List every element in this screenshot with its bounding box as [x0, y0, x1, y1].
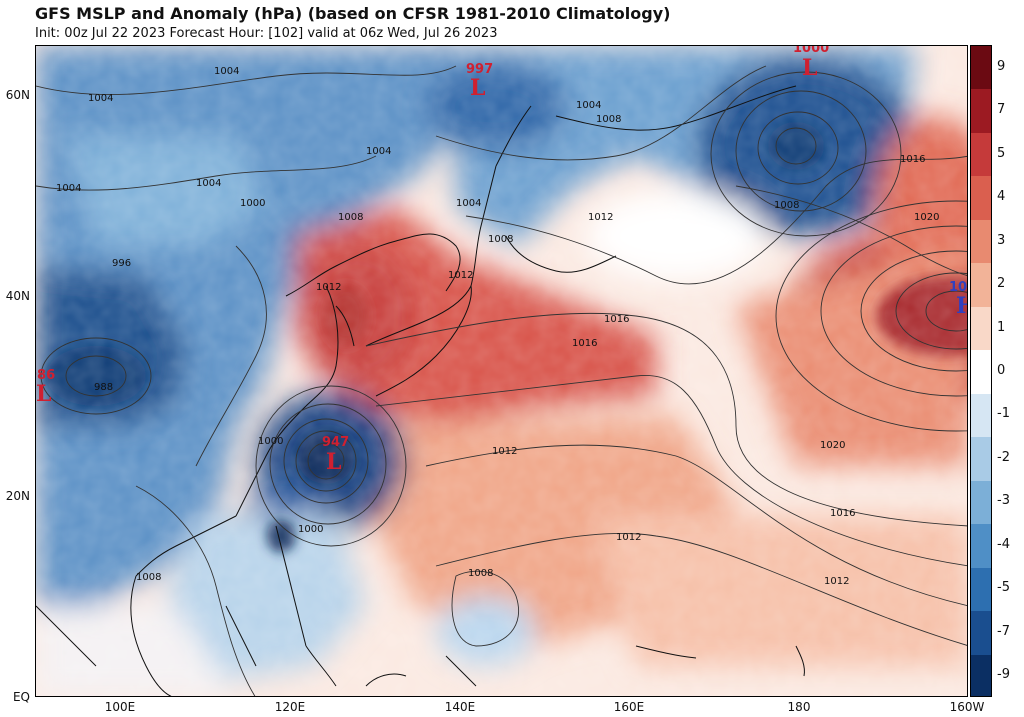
- isobar-label: 996: [112, 258, 131, 269]
- lon-label-180: 180: [787, 700, 811, 714]
- low-letter: L: [470, 75, 485, 101]
- lat-label-40n: 40N: [5, 289, 30, 303]
- isobar-label: 1008: [488, 234, 513, 245]
- colorbar-tick-label: 0: [997, 363, 1006, 378]
- isobar-labels: 1004 1004 1004 1004 1004 1004 1004 1008 …: [56, 66, 939, 587]
- low-value: 947: [322, 435, 349, 450]
- colorbar-tick-label: -9: [997, 667, 1010, 683]
- isobar-label: 1020: [914, 212, 939, 223]
- noise-texture: [36, 46, 967, 696]
- isobar-label: 1000: [298, 524, 323, 535]
- isobar-label: 1008: [774, 200, 799, 211]
- low-center-986: 986 L: [36, 368, 55, 407]
- isobar-label: 1004: [196, 178, 221, 189]
- high-letter: H: [956, 293, 968, 319]
- colorbar-segment: [971, 306, 991, 352]
- lat-label-eq: EQ: [12, 690, 30, 704]
- colorbar-tick-label: 3: [997, 232, 1006, 248]
- low-letter: L: [326, 449, 341, 475]
- low-value: 997: [466, 62, 493, 77]
- isobar-label: 1008: [596, 114, 621, 125]
- colorbar-segment: [971, 524, 991, 569]
- isobar-label: 1000: [240, 198, 265, 209]
- isobar-label: 1008: [136, 572, 161, 583]
- colorbar-tick-label: 2: [997, 276, 1006, 292]
- isobar-label: 1020: [820, 440, 845, 451]
- low-center-947: 947 L: [322, 435, 349, 475]
- isobar-label: 1012: [616, 532, 641, 543]
- colorbar-segment: [971, 393, 991, 439]
- colorbar-segment: [971, 437, 991, 482]
- colorbar-segment: [971, 219, 991, 265]
- lon-label-160w: 160W: [949, 700, 985, 714]
- isobar-label: 1004: [88, 93, 113, 104]
- isobar-label: 1012: [448, 270, 473, 281]
- isobar-label: 1012: [824, 576, 849, 587]
- low-center-997: 997 L: [466, 62, 493, 101]
- colorbar-tick-label: 1: [997, 319, 1006, 335]
- colorbar-tick-label: -7: [997, 623, 1010, 639]
- colorbar-tick-label: -5: [997, 580, 1010, 596]
- isobar-label: 1000: [258, 436, 283, 447]
- colorbar-segment: [971, 654, 991, 696]
- map-title: GFS MSLP and Anomaly (hPa) (based on CFS…: [35, 4, 671, 23]
- isobar-label: 1004: [456, 198, 481, 209]
- colorbar-segment: [971, 46, 991, 91]
- isobar-label: 1008: [468, 568, 493, 579]
- lon-label-120e: 120E: [274, 700, 306, 714]
- anomaly-map: 1004 1004 1004 1004 1004 1004 1004 1008 …: [35, 45, 968, 697]
- colorbar-segment: [971, 263, 991, 308]
- colorbar-tick-label: 9: [997, 58, 1006, 74]
- low-letter: L: [802, 55, 817, 81]
- lon-label-160e: 160E: [613, 700, 645, 714]
- lon-label-140e: 140E: [444, 700, 476, 714]
- isobar-label: 1004: [366, 146, 391, 157]
- isobar-label: 1016: [572, 338, 597, 349]
- coastlines: [36, 85, 805, 696]
- isobar-label: 1004: [576, 100, 601, 111]
- isobar-label: 1012: [492, 446, 517, 457]
- colorbar-tick-label: -2: [997, 449, 1010, 465]
- isobar-label: 1012: [316, 282, 341, 293]
- isobar-label: 988: [94, 382, 113, 393]
- isobar-label: 1016: [604, 314, 629, 325]
- isobar-label: 1016: [830, 508, 855, 519]
- colorbar-segment: [971, 567, 991, 613]
- isobar-label: 1012: [588, 212, 613, 223]
- map-subtitle: Init: 00z Jul 22 2023 Forecast Hour: [10…: [35, 26, 498, 41]
- lon-label-100e: 100E: [104, 700, 136, 714]
- colorbar-tick-label: 4: [997, 189, 1006, 205]
- map-canvas: 1004 1004 1004 1004 1004 1004 1004 1008 …: [36, 46, 968, 696]
- colorbar-tick-label: -4: [997, 536, 1010, 552]
- isobar-label: 1008: [338, 212, 363, 223]
- colorbar-segment: [971, 176, 991, 221]
- colorbar-tick-label: 7: [997, 102, 1006, 118]
- colorbar-tick-label: -1: [997, 406, 1010, 422]
- colorbar-segment: [971, 132, 991, 178]
- colorbar-segment: [971, 480, 991, 526]
- lat-label-60n: 60N: [5, 88, 30, 102]
- isobars: [36, 65, 967, 696]
- low-value: 986: [36, 368, 55, 383]
- isobar-label: 1016: [900, 154, 925, 165]
- low-center-1000: 1000 L: [793, 46, 829, 81]
- colorbar-segment: [971, 350, 991, 395]
- colorbar-tick-label: 5: [997, 145, 1006, 161]
- anomaly-colorbar: [970, 45, 992, 697]
- colorbar-tick-label: -3: [997, 493, 1010, 509]
- isobar-label: 1004: [214, 66, 239, 77]
- high-center: 10 H: [949, 280, 968, 319]
- low-letter: L: [36, 381, 51, 407]
- colorbar-segment: [971, 89, 991, 134]
- high-value: 10: [949, 280, 967, 295]
- colorbar-segment: [971, 611, 991, 656]
- lat-label-20n: 20N: [5, 489, 30, 503]
- low-value: 1000: [793, 46, 829, 56]
- isobar-label: 1004: [56, 183, 81, 194]
